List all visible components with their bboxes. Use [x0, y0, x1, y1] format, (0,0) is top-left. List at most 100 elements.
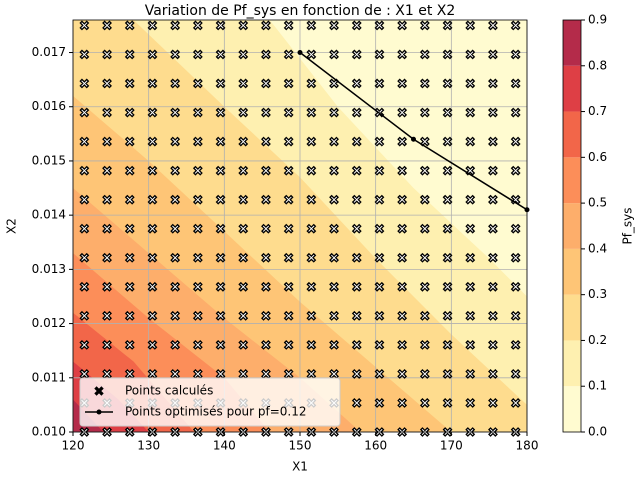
scatter-point — [147, 20, 158, 31]
scatter-point — [192, 78, 203, 89]
scatter-point — [329, 78, 339, 89]
scatter-point — [124, 165, 135, 176]
scatter-point — [170, 49, 181, 60]
scatter-point — [465, 310, 476, 321]
scatter-point — [351, 165, 362, 176]
y-tick-label: 0.013 — [32, 262, 66, 276]
scatter-point — [283, 339, 294, 350]
scatter-point — [147, 49, 158, 60]
scatter-point — [397, 398, 408, 408]
x-tick-label: 160 — [364, 439, 387, 453]
scatter-point — [215, 136, 226, 147]
colorbar-tick-label: 0.8 — [588, 58, 607, 72]
scatter-point — [374, 398, 385, 408]
scatter-point — [261, 339, 271, 350]
scatter-point — [170, 310, 181, 321]
scatter-point — [79, 223, 90, 234]
scatter-point — [215, 281, 226, 292]
scatter-point — [79, 107, 90, 118]
scatter-point — [147, 165, 158, 176]
scatter-point — [510, 107, 521, 118]
scatter-point — [261, 194, 271, 205]
scatter-point — [351, 339, 362, 350]
optimized-point — [297, 50, 303, 56]
x-tick-label: 170 — [440, 439, 463, 453]
scatter-point — [215, 49, 226, 60]
scatter-point — [192, 165, 203, 176]
scatter-point — [192, 281, 203, 292]
scatter-point — [442, 281, 453, 292]
y-tick-label: 0.015 — [32, 153, 66, 167]
scatter-point — [329, 194, 339, 205]
scatter-point — [170, 165, 181, 176]
scatter-point — [102, 369, 112, 379]
scatter-point — [419, 107, 430, 118]
scatter-point — [442, 20, 453, 31]
scatter-point — [261, 369, 271, 379]
scatter-point — [397, 194, 408, 205]
scatter-point — [397, 310, 408, 321]
x-tick-label: 150 — [289, 439, 312, 453]
scatter-point — [488, 165, 498, 176]
scatter-point — [79, 78, 90, 89]
colorbar-segment — [563, 294, 581, 341]
scatter-point — [442, 310, 453, 321]
scatter-point — [442, 252, 453, 263]
scatter-point — [215, 107, 226, 118]
scatter-point — [215, 165, 226, 176]
scatter-point — [397, 20, 408, 31]
colorbar-tick-label: 0.1 — [588, 379, 607, 393]
scatter-point — [306, 252, 317, 263]
scatter-point — [510, 165, 521, 176]
colorbar-segment — [563, 157, 581, 204]
scatter-point — [147, 223, 158, 234]
scatter-point — [192, 339, 203, 350]
scatter-point — [329, 20, 339, 31]
scatter-point — [374, 49, 385, 60]
scatter-point — [419, 398, 430, 408]
scatter-point — [124, 339, 135, 350]
scatter-point — [465, 194, 476, 205]
colorbar-segment — [563, 386, 581, 432]
scatter-point — [79, 339, 90, 350]
x-tick-label: 120 — [62, 439, 85, 453]
scatter-point — [306, 281, 317, 292]
scatter-point — [351, 136, 362, 147]
scatter-point — [442, 223, 453, 234]
colorbar-segment — [563, 20, 581, 66]
scatter-point — [351, 252, 362, 263]
scatter-point — [306, 49, 317, 60]
scatter-point — [170, 107, 181, 118]
scatter-point — [329, 165, 339, 176]
scatter-point — [488, 339, 498, 350]
scatter-point — [329, 136, 339, 147]
colorbar-segment — [563, 340, 581, 387]
scatter-point — [283, 281, 294, 292]
scatter-point — [442, 194, 453, 205]
colorbar-segment — [563, 248, 581, 295]
legend-label: Points calculés — [125, 384, 213, 398]
scatter-point — [215, 310, 226, 321]
scatter-point — [374, 136, 385, 147]
scatter-point — [488, 223, 498, 234]
scatter-point — [147, 339, 158, 350]
scatter-point — [351, 369, 362, 379]
scatter-point — [329, 223, 339, 234]
scatter-point — [442, 339, 453, 350]
scatter-point — [397, 165, 408, 176]
scatter-point — [170, 223, 181, 234]
legend-marker — [96, 409, 102, 415]
scatter-point — [238, 310, 249, 321]
scatter-point — [442, 398, 453, 408]
colorbar-tick-label: 0.9 — [588, 13, 607, 27]
scatter-point — [238, 165, 249, 176]
legend-marker — [94, 386, 104, 396]
scatter-point — [238, 49, 249, 60]
scatter-point — [102, 252, 112, 263]
scatter-point — [102, 78, 112, 89]
scatter-point — [374, 252, 385, 263]
scatter-point — [238, 107, 249, 118]
scatter-point — [192, 369, 203, 379]
scatter-point — [374, 223, 385, 234]
